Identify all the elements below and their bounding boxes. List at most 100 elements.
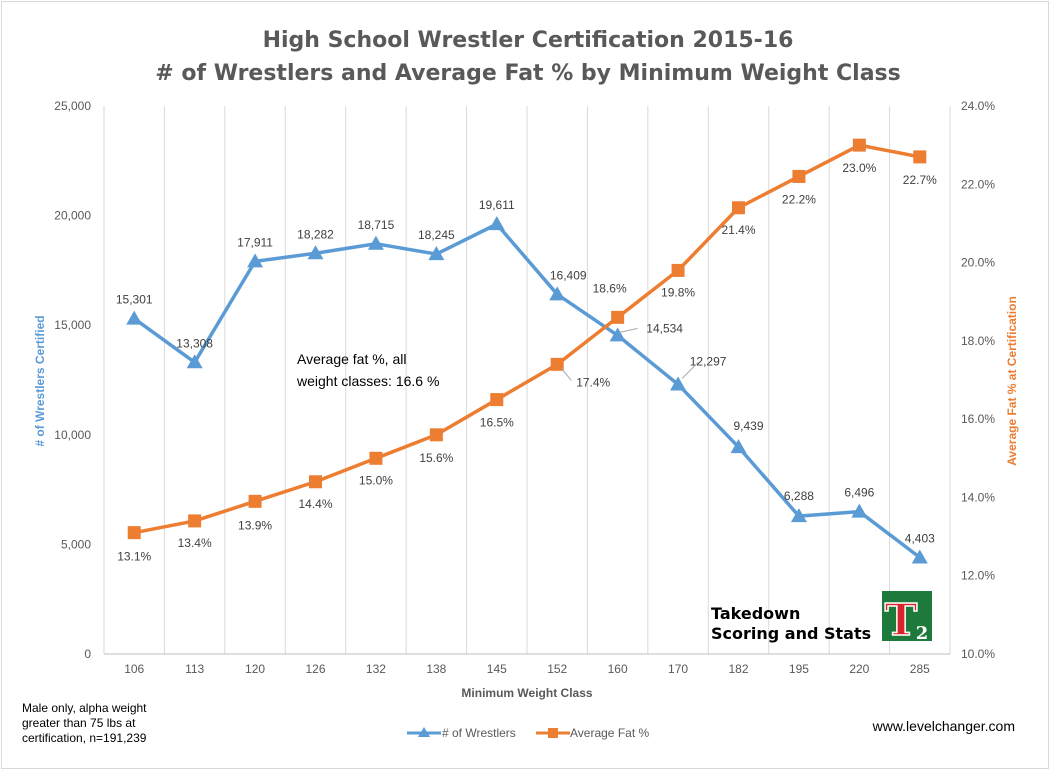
x-tick-label: 106 <box>124 662 144 676</box>
left-tick-label: 25,000 <box>54 99 91 113</box>
x-tick-label: 120 <box>245 662 265 676</box>
annotation-line-1: Average fat %, all <box>297 351 406 367</box>
legend-item-fat: Average Fat % <box>536 726 649 740</box>
footnote: Male only, alpha weight greater than 75 … <box>22 701 147 745</box>
wrestlers-data-label: 13,308 <box>176 336 213 350</box>
left-tick-label: 20,000 <box>54 209 91 223</box>
chart-title-group: High School Wrestler Certification 2015-… <box>155 28 900 86</box>
left-tick-label: 15,000 <box>54 318 91 332</box>
fat-point <box>550 357 564 371</box>
y-axis-left-title: # of Wrestlers Certified <box>33 315 47 446</box>
brand-logo-icon: T 2 <box>882 591 932 647</box>
brand-line-2: Scoring and Stats <box>711 624 871 643</box>
wrestlers-point <box>307 245 324 260</box>
wrestlers-data-label: 14,534 <box>646 321 683 335</box>
x-tick-label: 152 <box>547 662 567 676</box>
right-tick-label: 22.0% <box>961 177 995 191</box>
x-axis-title: Minimum Weight Class <box>461 686 592 700</box>
fat-point <box>369 451 383 465</box>
legend-square-icon <box>548 728 558 738</box>
wrestlers-point <box>609 327 626 342</box>
fat-point <box>127 526 141 540</box>
x-tick-label: 182 <box>728 662 748 676</box>
average-fat-annotation: Average fat %, all weight classes: 16.6 … <box>296 351 439 389</box>
wrestlers-data-label: 16,409 <box>550 268 587 282</box>
brand-line-1: Takedown <box>711 604 800 623</box>
fat-point <box>309 475 322 489</box>
x-tick-label: 220 <box>849 662 869 676</box>
wrestlers-point <box>790 508 807 523</box>
wrestlers-point <box>670 376 687 391</box>
wrestlers-point <box>367 235 384 250</box>
footnote-line-1: Male only, alpha weight <box>22 701 147 715</box>
fat-point <box>611 310 625 324</box>
x-tick-label: 113 <box>185 662 204 676</box>
fat-point <box>188 514 202 528</box>
right-tick-label: 12.0% <box>961 569 995 583</box>
x-tick-label: 195 <box>789 662 809 676</box>
left-tick-label: 5,000 <box>61 537 91 551</box>
series-group <box>126 138 928 564</box>
wrestlers-point <box>488 216 505 231</box>
wrestlers-point <box>247 253 264 268</box>
footnote-line-3: certification, n=191,239 <box>22 731 147 745</box>
fat-data-label: 16.5% <box>480 416 514 430</box>
fat-data-label: 17.4% <box>576 375 610 389</box>
wrestlers-data-label: 17,911 <box>237 235 273 249</box>
chart-subtitle: # of Wrestlers and Average Fat % by Mini… <box>155 61 900 86</box>
x-tick-label: 170 <box>668 662 688 676</box>
logo-subscript: 2 <box>916 623 929 644</box>
fat-data-label: 22.2% <box>782 192 816 206</box>
right-tick-label: 20.0% <box>961 256 995 270</box>
x-tick-label: 126 <box>305 662 325 676</box>
wrestlers-point <box>549 286 566 301</box>
legend-label-wrestlers: # of Wrestlers <box>442 726 516 740</box>
website-url: www.levelchanger.com <box>872 718 1015 734</box>
wrestlers-point <box>428 246 445 261</box>
fat-point <box>792 169 806 183</box>
footnote-line-2: greater than 75 lbs at <box>22 716 136 730</box>
fat-point <box>490 393 504 407</box>
annotation-line-2: weight classes: 16.6 % <box>296 373 439 389</box>
left-tick-label: 10,000 <box>54 428 91 442</box>
x-tick-label: 145 <box>487 662 507 676</box>
fat-point <box>732 201 745 215</box>
grid-lines <box>103 106 951 654</box>
wrestlers-data-label: 6,496 <box>844 486 874 500</box>
fat-data-label: 13.9% <box>238 518 272 532</box>
wrestlers-data-label: 4,403 <box>905 531 935 545</box>
legend-item-wrestlers: # of Wrestlers <box>407 726 516 740</box>
wrestlers-line <box>133 222 921 559</box>
wrestlers-data-label: 18,715 <box>358 218 395 232</box>
wrestlers-data-label: 18,245 <box>418 228 455 242</box>
y-axis-right-title: Average Fat % at Certification <box>1005 296 1019 466</box>
right-tick-label: 10.0% <box>961 647 995 661</box>
left-tick-label: 0 <box>84 647 91 661</box>
fat-data-label: 13.4% <box>178 536 212 550</box>
leader-line <box>560 368 572 381</box>
leader-line <box>681 362 699 379</box>
chart-title: High School Wrestler Certification 2015-… <box>263 28 794 53</box>
right-tick-label: 24.0% <box>961 99 995 113</box>
x-tick-label: 285 <box>910 662 930 676</box>
left-axis-ticks: 0 5,000 10,000 15,000 20,000 25,000 <box>54 99 91 661</box>
legend-label-fat: Average Fat % <box>570 726 649 740</box>
fat-data-label: 13.1% <box>117 550 151 564</box>
logo-letter: T <box>885 595 918 646</box>
fat-data-label: 22.7% <box>903 173 937 187</box>
leader-line <box>619 327 638 333</box>
wrestlers-data-label: 18,282 <box>297 227 334 241</box>
fat-data-label: 14.4% <box>298 497 332 511</box>
data-labels: 15,301 13,308 17,911 18,282 18,715 18,245 19,6… <box>116 161 937 564</box>
wrestlers-point <box>186 354 203 369</box>
x-tick-label: 138 <box>426 662 446 676</box>
fat-data-label: 18.6% <box>593 281 627 295</box>
fat-data-label: 15.6% <box>419 451 453 465</box>
x-tick-label: 160 <box>608 662 628 676</box>
fat-line <box>133 143 921 535</box>
wrestlers-point <box>911 549 928 564</box>
fat-data-label: 15.0% <box>359 473 393 487</box>
wrestlers-point <box>730 439 747 454</box>
